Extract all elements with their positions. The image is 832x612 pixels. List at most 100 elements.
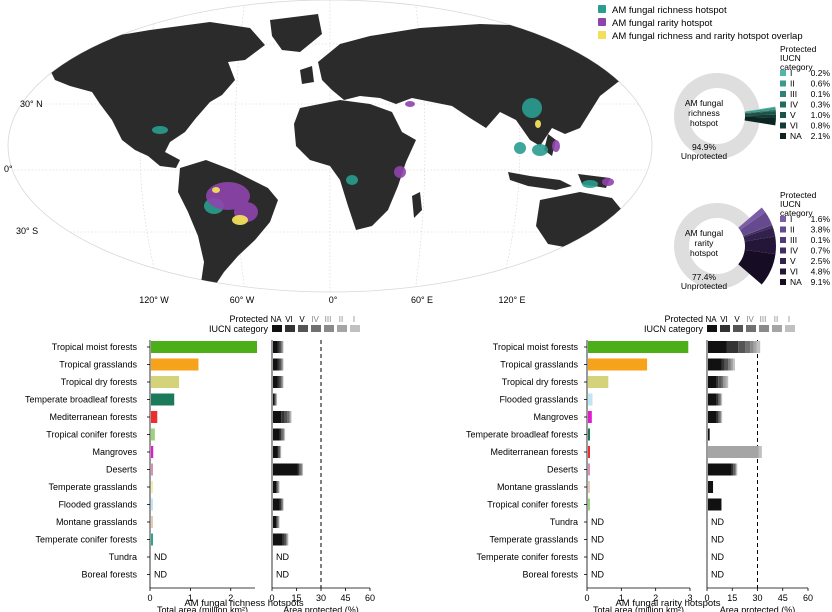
stacked-bar-segment [283, 428, 285, 441]
stacked-bar-segment [282, 376, 283, 388]
stacked-bar-segment [281, 498, 282, 511]
x-axis-label: Total area (million km²) [157, 605, 248, 612]
donut-legend-cat: VI [790, 121, 798, 131]
donut-legend-pct: 1.0% [811, 110, 831, 120]
donut-unprotected-label: Unprotected [681, 281, 728, 291]
stacked-bar-segment [733, 463, 735, 476]
africa [294, 100, 416, 230]
donut-slice-iv [743, 224, 773, 238]
bar [151, 533, 153, 546]
greenland [270, 14, 322, 52]
category-label: Tropical conifer forests [46, 430, 137, 440]
category-label: Tundra [550, 517, 578, 527]
category-label: Tropical moist forests [493, 342, 579, 352]
stacked-bar-segment [721, 393, 722, 406]
legend-label: II [774, 315, 778, 324]
stacked-bar-segment [726, 341, 739, 353]
x-tick-label: 45 [340, 593, 350, 603]
donut-legend-swatch [780, 247, 786, 254]
x-tick-label: 3 [687, 593, 692, 603]
panel-title: AM fungal rarity hotspots [615, 598, 720, 609]
stacked-bar-segment [708, 376, 717, 388]
bar-nd-label: ND [591, 552, 604, 562]
lon-labels: 120° W 60° W 0° 60° E 120° E [139, 295, 525, 305]
stacked-bar-segment [282, 498, 284, 511]
donut-legend-title: IUCN [780, 199, 801, 209]
category-label: Mangroves [533, 412, 578, 422]
stacked-bar-segment [281, 411, 285, 423]
stacked-bar-segment [279, 428, 282, 441]
bar [151, 446, 154, 458]
stacked-bar-segment [282, 533, 285, 546]
donut-slice-i [744, 106, 776, 112]
stacked-bar-segment [299, 463, 301, 476]
donut-unprotected-slice [674, 72, 760, 159]
legend-label: I [353, 315, 355, 324]
donut-slice-iii [743, 224, 773, 237]
bar [588, 481, 590, 493]
stacked-bar-segment [279, 498, 282, 511]
category-label: Temperate broadleaf forests [466, 430, 579, 440]
legend-title: Protected [664, 314, 703, 324]
lat-label-30n: 30° N [20, 99, 43, 109]
stacked-bar-segment [280, 446, 281, 458]
donut-legend-pct: 0.8% [811, 121, 831, 131]
british-isles [300, 66, 314, 84]
stacked-bar-segment [273, 411, 282, 423]
category-label: Deserts [106, 465, 138, 475]
stacked-bar-segment [281, 358, 282, 371]
stacked-bar-segment [279, 516, 280, 528]
legend-swatch [337, 325, 347, 332]
legend-label: III [760, 315, 767, 324]
donut-legend-pct: 1.6% [811, 214, 831, 224]
stacked-bar-segment [301, 463, 303, 476]
stacked-bar-segment [724, 358, 729, 371]
stacked-bar-segment [282, 428, 284, 441]
stacked-bar-segment [726, 376, 729, 388]
legend-swatch [746, 325, 756, 332]
lon-label-0: 0° [329, 295, 338, 305]
stacked-bar-segment [278, 446, 280, 458]
donut-legend-pct: 0.3% [811, 100, 831, 110]
stacked-bar-segment [721, 411, 723, 423]
stacked-bar-segment [274, 393, 276, 406]
bar-nd-label: ND [276, 570, 289, 580]
donut-legend-swatch [780, 70, 786, 76]
stacked-bar-segment [721, 393, 723, 406]
stacked-bar-segment [750, 341, 754, 353]
stacked-bar-segment [286, 533, 288, 546]
stacked-bar-segment [281, 376, 283, 388]
donut-legend-cat: IV [790, 100, 798, 110]
legend-label: I [788, 315, 790, 324]
stacked-bar-segment [729, 358, 732, 371]
donut-legend-cat: VI [790, 267, 798, 277]
donut-slice-v [744, 111, 776, 116]
stacked-bar-segment [289, 411, 291, 423]
donut-legend-pct: 9.1% [811, 277, 831, 287]
legend-label: V [734, 315, 740, 324]
donut-legend-cat: V [790, 256, 796, 266]
x-axis-label: Area protected (%) [283, 605, 359, 612]
stacked-bar-segment [278, 516, 280, 528]
legend-swatch-richness [598, 5, 606, 13]
x-tick-label: 60 [365, 593, 375, 603]
bar-nd-label: ND [711, 517, 724, 527]
category-label: Tropical conifer forests [487, 500, 578, 510]
stacked-bar-segment [708, 463, 732, 476]
bar [588, 463, 590, 476]
map-legend: AM fungal richness hotspot AM fungal rar… [598, 5, 803, 42]
stacked-bar-segment [280, 446, 282, 458]
donut-legend-title: IUCN [780, 53, 801, 63]
stacked-bar-segment [281, 341, 282, 353]
bar [588, 411, 592, 423]
donut-slice-i [738, 207, 766, 230]
category-label: Tropical dry forests [61, 377, 138, 387]
bar-panel-0: 0 1 2 Total area (million km²) Tropical mois… [25, 340, 304, 612]
stacked-bar-segment [273, 481, 277, 493]
category-label: Flooded grasslands [58, 500, 137, 510]
x-tick-label: 1 [619, 593, 624, 603]
category-label: Tropical dry forests [502, 377, 579, 387]
donut-legend-cat: NA [790, 131, 802, 141]
donut-slice-na [738, 249, 776, 285]
